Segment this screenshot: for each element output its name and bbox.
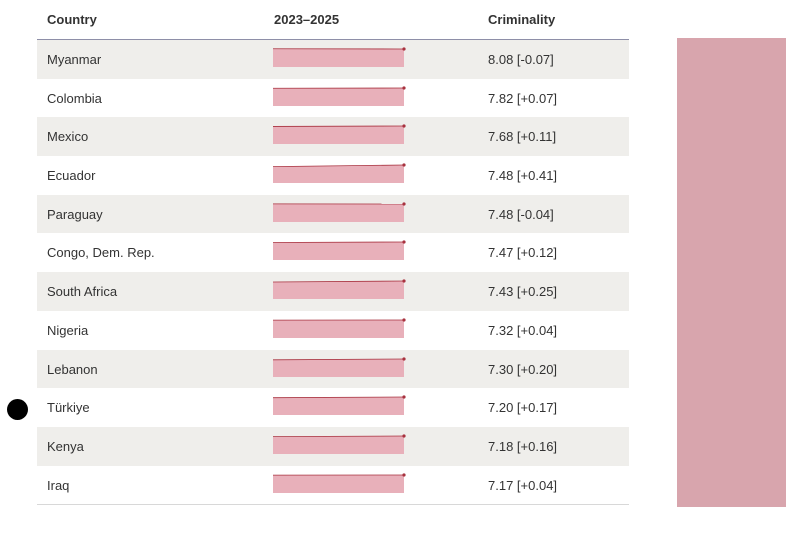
row-sparkline — [272, 124, 406, 145]
row-country: Ecuador — [47, 168, 96, 184]
sparkline-end-point — [402, 395, 406, 399]
row-criminality-value: 7.68 [+0.11] — [488, 129, 557, 145]
row-sparkline — [272, 202, 406, 222]
sparkline-end-point — [402, 472, 406, 477]
sparkline-end-point — [402, 163, 406, 167]
sparkline-area — [273, 48, 404, 67]
row-sparkline — [272, 434, 406, 454]
sparkline-area — [273, 397, 404, 416]
sparkline-area — [273, 126, 404, 145]
sparkline-line — [272, 435, 405, 437]
row-criminality-value: 7.30 [+0.20] — [488, 361, 558, 377]
row-sparkline — [272, 356, 406, 377]
sparkline-end-point — [402, 318, 406, 322]
sparkline-area — [273, 203, 404, 222]
row-country: Myanmar — [47, 52, 102, 67]
row-sparkline — [272, 318, 406, 338]
table-row[interactable]: Congo, Dem. Rep. 7.47 [+0.12] — [37, 233, 629, 272]
sparkline-end-point — [402, 202, 406, 206]
sparkline-end-point — [402, 240, 406, 245]
row-sparkline — [272, 163, 406, 184]
table-row[interactable]: South Africa 7.43 [+0.25] — [37, 272, 629, 311]
row-criminality-value: 7.48 [-0.04] — [488, 206, 554, 222]
table-row[interactable]: Türkiye 7.20 [+0.17] — [37, 388, 629, 427]
sparkline-line — [272, 164, 405, 168]
sparkline-end-point — [402, 124, 406, 128]
row-criminality-value: 7.82 [+0.07] — [488, 90, 558, 106]
row-criminality-value: 7.20 [+0.17] — [488, 400, 558, 416]
sparkline-end-point — [402, 356, 406, 361]
row-criminality-value: 7.43 [+0.25] — [488, 284, 558, 300]
row-sparkline — [272, 240, 406, 261]
table-row[interactable]: Nigeria 7.32 [+0.04] — [37, 311, 629, 350]
table-header: Country 2023–2025 Criminality — [37, 0, 629, 40]
row-sparkline — [272, 47, 406, 67]
sparkline-area — [273, 319, 404, 338]
sparkline-line — [272, 358, 405, 360]
row-country: Congo, Dem. Rep. — [47, 245, 155, 261]
row-sparkline — [272, 395, 406, 416]
header-trend[interactable]: 2023–2025 — [274, 12, 340, 27]
table-row[interactable]: Lebanon 7.30 [+0.20] — [37, 349, 629, 389]
row-criminality-value: 7.47 [+0.12] — [488, 245, 558, 261]
header-criminality[interactable]: Criminality — [488, 12, 556, 27]
table-row[interactable]: Paraguay 7.48 [-0.04] — [37, 194, 629, 234]
row-criminality-value: 7.48 [+0.41] — [488, 168, 558, 184]
criminality-table: Country 2023–2025 Criminality Myanmar 8.0… — [37, 0, 629, 506]
table-row[interactable]: Colombia 7.82 [+0.07] — [37, 79, 629, 118]
sparkline-end-point — [402, 47, 406, 51]
side-scroll-bar[interactable] — [677, 38, 786, 507]
sparkline-area — [273, 87, 404, 106]
table-row[interactable]: Iraq 7.17 [+0.04] — [37, 466, 629, 505]
row-country: Iraq — [47, 477, 70, 493]
table-body: Myanmar 8.08 [-0.07] Colombia 7.82 [+0.07] M… — [37, 40, 629, 504]
table-row[interactable]: Ecuador 7.48 [+0.41] — [37, 156, 629, 195]
table-row[interactable]: Mexico 7.68 [+0.11] — [37, 117, 629, 157]
sparkline-end-point — [402, 434, 406, 438]
row-criminality-value: 8.08 [-0.07] — [488, 52, 554, 67]
row-sparkline — [272, 86, 406, 106]
sparkline-line — [272, 396, 405, 399]
sparkline-area — [273, 165, 404, 184]
table-row[interactable]: Kenya 7.18 [+0.16] — [37, 426, 629, 466]
header-country[interactable]: Country — [47, 12, 97, 27]
sparkline-end-point — [402, 86, 406, 90]
sparkline-area — [273, 242, 404, 261]
sparkline-area — [273, 281, 404, 300]
sparkline-area — [273, 474, 404, 493]
table-row[interactable]: Myanmar 8.08 [-0.07] — [37, 40, 629, 79]
table-bottom-rule — [37, 504, 629, 506]
sparkline-end-point — [402, 279, 406, 283]
row-country: Nigeria — [47, 322, 89, 338]
cursor-dot-icon — [7, 399, 28, 420]
row-sparkline — [272, 279, 406, 300]
row-country: Paraguay — [47, 206, 103, 222]
row-sparkline — [272, 472, 406, 493]
row-criminality-value: 7.17 [+0.04] — [488, 477, 558, 493]
row-country: Lebanon — [47, 361, 98, 377]
sparkline-area — [273, 435, 404, 454]
row-country: Kenya — [47, 438, 84, 454]
sparkline-area — [273, 358, 404, 377]
row-country: South Africa — [47, 284, 118, 300]
sparkline-line — [272, 280, 405, 283]
row-country: Türkiye — [47, 400, 90, 416]
row-criminality-value: 7.32 [+0.04] — [488, 322, 558, 338]
row-criminality-value: 7.18 [+0.16] — [488, 438, 558, 454]
row-country: Mexico — [47, 129, 89, 145]
row-country: Colombia — [47, 90, 102, 106]
